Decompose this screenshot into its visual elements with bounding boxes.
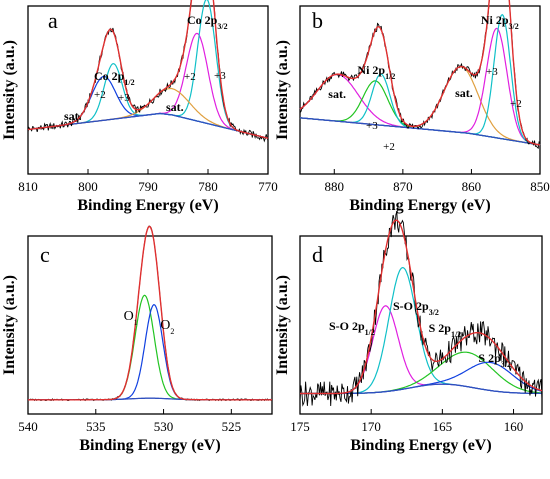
x-tick-label: 540 <box>18 419 38 434</box>
peak-annotation: +2 <box>94 89 106 101</box>
panel-letter: c <box>40 242 50 267</box>
peak-annotation: +3 <box>118 92 130 104</box>
x-tick-label: 880 <box>325 179 345 194</box>
fit-envelope-line <box>299 0 541 146</box>
component-peak-3 <box>299 73 541 146</box>
x-tick-label: 790 <box>138 179 158 194</box>
component-peak-1 <box>299 73 541 146</box>
peak-label: Co 2p3/2 <box>187 13 228 31</box>
fit-envelope-line <box>28 225 272 401</box>
peak-label: Ni 2p1/2 <box>357 63 395 81</box>
peak-annotation: S-O 2p1/2 <box>329 319 375 337</box>
x-axis-label: Binding Energy (eV) <box>350 437 491 454</box>
peak-annotation: S 2p1/2 <box>429 321 462 339</box>
plot-frame <box>27 5 269 175</box>
panel-letter: b <box>312 8 323 33</box>
peak-annotation: O2 <box>160 318 174 336</box>
raw-data-line <box>299 211 543 407</box>
x-tick-label: 780 <box>198 179 218 194</box>
x-tick-label: 870 <box>393 179 413 194</box>
x-tick-label: 525 <box>222 419 242 434</box>
peak-annotation: S 2p3/2 <box>478 351 511 369</box>
x-tick-label: 860 <box>462 179 482 194</box>
peak-annotation: +2 <box>184 71 196 83</box>
peak-label: Ni 2p3/2 <box>481 13 519 31</box>
peak-label: Co 2p1/2 <box>94 69 135 87</box>
y-axis-label: Intensity (a.u.) <box>1 275 18 375</box>
x-axis-label: Binding Energy (eV) <box>77 197 218 214</box>
component-peak-1 <box>28 294 272 401</box>
panel-b: 880 870 860 850 Binding Energy (eV) Intensity… <box>274 0 550 214</box>
peak-annotation: +3 <box>366 120 378 132</box>
peak-annotation: +3 <box>486 66 498 78</box>
x-tick-label: 770 <box>258 179 278 194</box>
x-axis-label: Binding Energy (eV) <box>79 437 220 454</box>
plot-frame <box>299 5 541 175</box>
x-tick-label: 175 <box>290 419 310 434</box>
y-axis-label: Intensity (a.u.) <box>274 40 291 140</box>
x-tick-label: 810 <box>18 179 38 194</box>
peak-annotation: +3 <box>214 70 226 82</box>
peak-annotation: sat. <box>328 87 346 101</box>
peak-annotation: S-O 2p3/2 <box>393 299 439 317</box>
plot-frame <box>299 235 543 415</box>
plot-frame <box>27 235 273 415</box>
component-peak-2 <box>28 304 272 401</box>
x-tick-label: 800 <box>78 179 98 194</box>
x-axis-label: Binding Energy (eV) <box>349 197 490 214</box>
x-tick-label: 535 <box>86 419 106 434</box>
fit-envelope-line <box>300 219 543 395</box>
fit-envelope-line <box>27 0 269 139</box>
x-tick-label: 160 <box>504 419 524 434</box>
x-tick-label: 530 <box>154 419 174 434</box>
y-axis-label: Intensity (a.u.) <box>274 275 291 375</box>
x-tick-label: 165 <box>433 419 453 434</box>
peak-annotation: O1 <box>124 309 138 327</box>
panel-letter: a <box>48 8 58 33</box>
component-peak-4 <box>299 66 541 146</box>
panel-a: 810 800 790 780 770 Binding Energy (eV) Intens… <box>1 0 278 214</box>
panel-letter: d <box>312 242 323 267</box>
peak-annotation: sat. <box>166 100 184 114</box>
peak-annotation: +2 <box>510 98 522 110</box>
background-line <box>299 117 541 146</box>
x-tick-label: 850 <box>530 179 550 194</box>
peak-annotation: sat. <box>64 109 82 123</box>
background-line <box>300 383 543 395</box>
x-tick-label: 170 <box>361 419 381 434</box>
y-axis-label: Intensity (a.u.) <box>1 40 18 140</box>
peak-annotation: sat. <box>455 86 473 100</box>
peak-annotation: +2 <box>383 141 395 153</box>
panel-d: 175 170 165 160 Binding Energy (eV) Intensity… <box>274 211 543 454</box>
